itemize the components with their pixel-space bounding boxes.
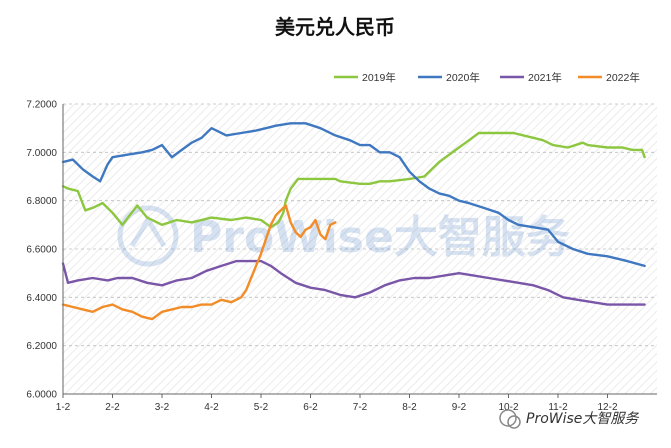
legend-label: 2022年 (606, 71, 640, 84)
footer-watermark: ProWise大智服务 (499, 409, 639, 429)
footer-watermark-text: ProWise大智服务 (526, 411, 639, 427)
x-tick-label: 7-2 (353, 402, 368, 413)
x-tick-label: 4-2 (204, 402, 219, 413)
y-tick-label: 7.2000 (26, 100, 57, 111)
legend: 2019年 2020年 2021年 2022年 (334, 71, 640, 84)
watermark-logo: ProWise大智服务 (117, 205, 570, 267)
y-tick-label: 6.2000 (26, 341, 57, 352)
x-tick-label: 12-2 (597, 402, 617, 413)
x-tick-label: 3-2 (155, 402, 170, 413)
x-tick-label: 8-2 (402, 402, 417, 413)
y-tick-label: 7.0000 (26, 148, 57, 159)
series-layer (61, 122, 646, 321)
watermark-text: ProWise大智服务 (190, 212, 570, 263)
watermark-logo-mark (129, 215, 167, 248)
x-tick-label: 6-2 (303, 402, 318, 413)
legend-label: 2021年 (528, 71, 562, 84)
y-tick-label: 6.4000 (26, 293, 57, 304)
watermark: ProWise大智服务 (117, 205, 570, 267)
wechat-icon (499, 409, 517, 427)
y-tick-label: 6.8000 (26, 196, 57, 207)
y-tick-label: 6.0000 (26, 390, 57, 401)
chart-title: 美元兑人民币 (275, 15, 395, 39)
x-tick-label: 2-2 (105, 402, 120, 413)
axes: 6.0000 6.2000 6.4000 6.6000 6.8000 7.0000 7.20… (26, 100, 657, 413)
y-tick-label: 6.6000 (26, 245, 57, 256)
legend-label: 2020年 (446, 71, 480, 84)
series-line-2021年 (61, 259, 646, 306)
x-tick-label: 1-2 (56, 402, 71, 413)
x-tick-label: 5-2 (254, 402, 269, 413)
series-line-2022年 (61, 204, 337, 321)
x-tick-label: 10-2 (498, 402, 518, 413)
legend-label: 2019年 (362, 71, 396, 84)
x-tick-label: 11-2 (548, 402, 568, 413)
x-tick-label: 9-2 (452, 402, 467, 413)
wechat-icon-bubble (507, 415, 521, 429)
watermark-logo-icon (117, 205, 179, 267)
gridlines (63, 103, 657, 347)
series-line-2019年 (61, 131, 646, 229)
series-line-2020年 (61, 122, 646, 268)
